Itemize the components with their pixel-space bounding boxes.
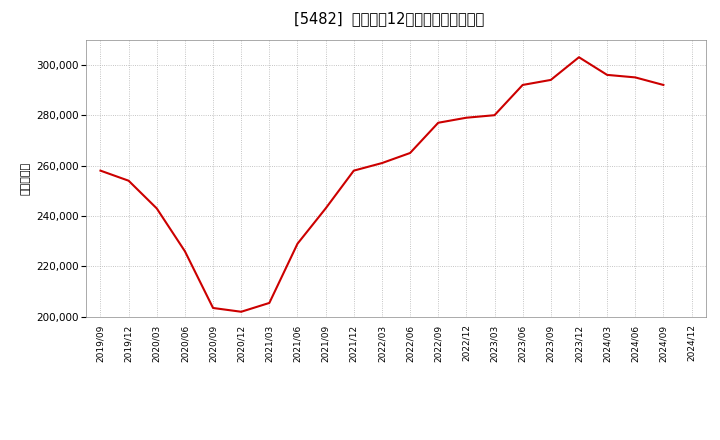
Y-axis label: （百万円）: （百万円） — [21, 161, 30, 195]
Text: [5482]  売上高の12か月移動合計の推移: [5482] 売上高の12か月移動合計の推移 — [294, 11, 484, 26]
